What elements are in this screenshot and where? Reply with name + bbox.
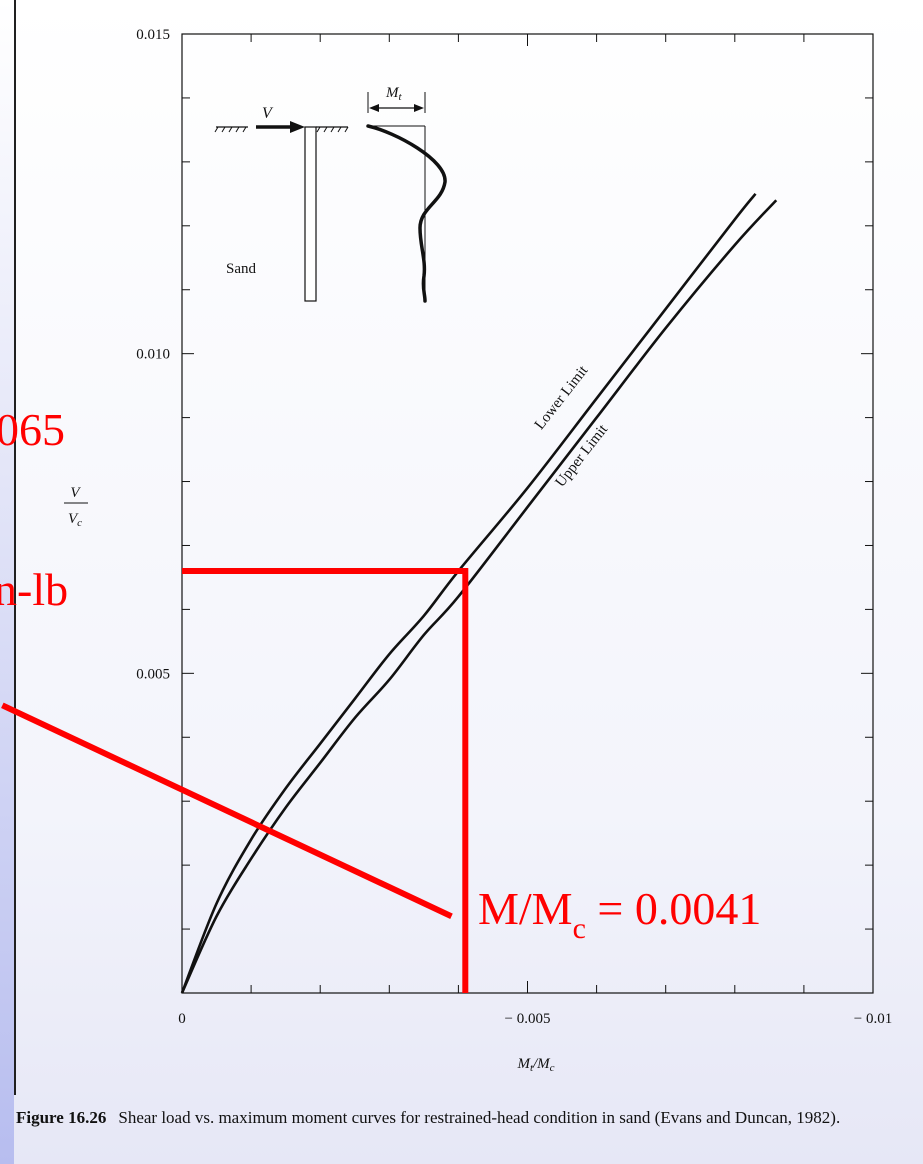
y-axis-label-denominator: Vc — [68, 511, 82, 529]
red-fragment-middle: n-lb — [0, 564, 68, 615]
caption-figure-number: Figure 16.26 — [16, 1108, 107, 1127]
moment-distribution-curve — [366, 124, 447, 303]
red-pointer-line — [1, 702, 453, 919]
ground-surface-right — [316, 126, 349, 133]
x-tick-label: − 0.01 — [854, 1011, 892, 1027]
y-tick-label: 0.010 — [136, 347, 170, 363]
y-tick-label: 0.015 — [136, 27, 170, 43]
red-fragment-top: 065 — [0, 404, 65, 455]
y-tick-label: 0.005 — [136, 666, 170, 682]
moment-dim-arrow-left — [369, 104, 379, 112]
series-line-upper-limit — [180, 199, 778, 994]
moment-label: Mt — [385, 85, 403, 103]
series-line-lower-limit — [180, 193, 757, 994]
moment-dim-arrow-right — [414, 104, 424, 112]
plot-frame — [181, 33, 874, 994]
series-curves — [180, 193, 778, 994]
y-axis-label-numerator: V — [70, 485, 81, 501]
x-tick-label: 0 — [178, 1011, 186, 1027]
series-label-lower-limit: Lower Limit — [532, 362, 592, 433]
load-label: V — [262, 105, 274, 122]
y-axis-label: V Vc — [64, 485, 88, 529]
pile-shaft — [304, 126, 317, 302]
soil-label: Sand — [226, 261, 257, 277]
plot-area-border — [181, 33, 874, 994]
axis-tick-labels: 0 − 0.005 − 0.01 0.005 0.010 0.015 — [136, 27, 892, 1027]
shear-moment-chart: 0 − 0.005 − 0.01 0.005 0.010 0.015 Lower Limi… — [0, 27, 892, 1074]
x-tick-label: − 0.005 — [505, 1011, 551, 1027]
slide-left-rule — [14, 0, 16, 1095]
caption-text: Shear load vs. maximum moment curves for… — [118, 1108, 841, 1127]
ground-surface-left — [214, 126, 248, 133]
series-label-upper-limit: Upper Limit — [553, 421, 612, 490]
pile-schematic-inset: V Sand Mt — [214, 85, 447, 303]
axis-ticks — [181, 33, 874, 994]
red-result-label: M/Mc = 0.0041 — [478, 883, 761, 945]
red-annotation-overlay — [1, 568, 469, 993]
x-axis-label: Mt/Mc — [516, 1056, 554, 1074]
figure-caption: Figure 16.26 Shear load vs. maximum momen… — [16, 1104, 916, 1131]
load-arrow-head — [290, 121, 305, 133]
slide-left-gradient-strip — [0, 0, 14, 1164]
